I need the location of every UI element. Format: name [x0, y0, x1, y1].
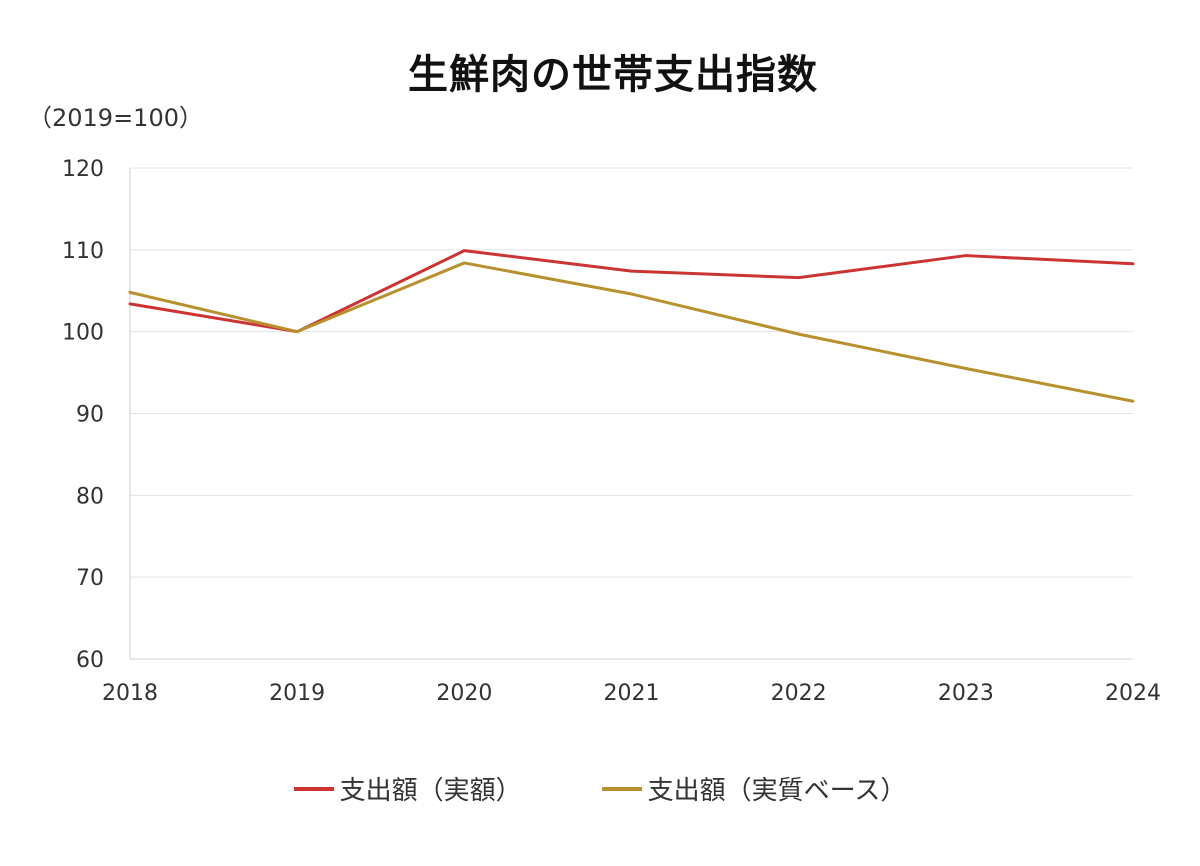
legend-swatch-nominal	[293, 786, 334, 791]
legend-label-real: 支出額（実質ベース）	[647, 776, 907, 806]
y-tick-label-110: 110	[62, 239, 104, 264]
legend-swatch-real	[601, 786, 642, 791]
y-tick-label-80: 80	[76, 484, 104, 509]
y-tick-label-60: 60	[76, 648, 104, 673]
x-tick-label-2019: 2019	[269, 681, 325, 706]
x-tick-label-2024: 2024	[1105, 681, 1161, 706]
series-line-1	[128, 261, 1135, 403]
y-tick-label-120: 120	[62, 157, 104, 182]
legend: 支出額（実額） 支出額（実質ベース）	[0, 770, 1200, 807]
axes	[129, 168, 1133, 660]
legend-label-nominal: 支出額（実額）	[339, 776, 522, 806]
x-tick-label-2021: 2021	[604, 681, 660, 706]
chart-title: 生鮮肉の世帯支出指数	[408, 52, 818, 98]
y-tick-label-90: 90	[76, 403, 104, 428]
legend-item-real: 支出額（実質ベース）	[601, 770, 907, 807]
series-line-0	[128, 249, 1135, 334]
legend-item-nominal: 支出額（実額）	[293, 770, 522, 807]
y-tick-label-100: 100	[62, 321, 104, 346]
y-tick-label-70: 70	[76, 566, 104, 591]
x-tick-label-2020: 2020	[436, 681, 492, 706]
grid-lines	[130, 167, 1133, 578]
series-lines	[128, 249, 1135, 403]
x-tick-label-2018: 2018	[102, 681, 158, 706]
x-tick-label-2022: 2022	[771, 681, 827, 706]
x-tick-label-2023: 2023	[938, 681, 994, 706]
y-axis-unit-label: （2019=100）	[28, 104, 203, 132]
tick-labels: 60 70 80 90 100 110 120 2018 2019 2020 2021 2022 202…	[62, 157, 1161, 706]
